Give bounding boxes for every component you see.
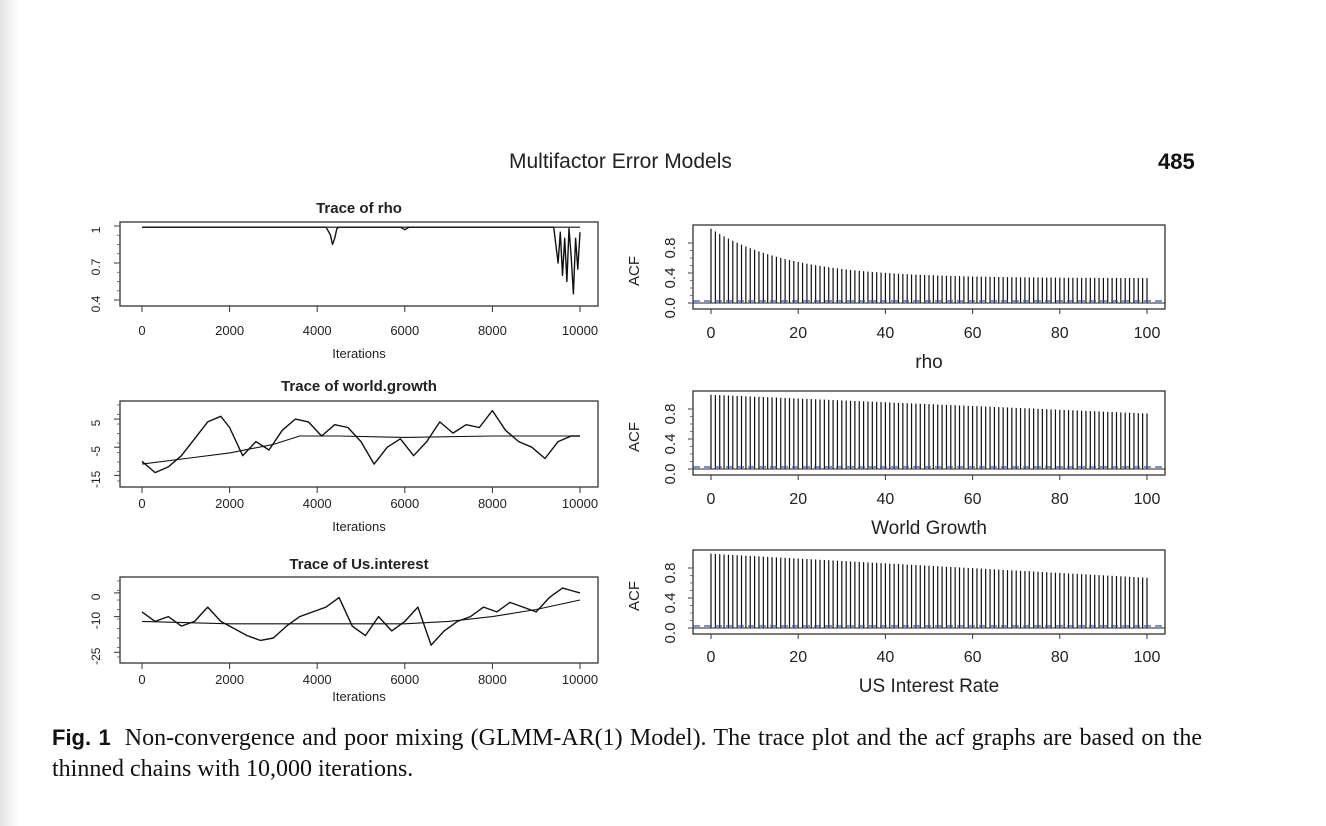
y-tick-label: 0.4 <box>662 434 679 455</box>
caption-text: Non-convergence and poor mixing (GLMM-AR… <box>52 725 1202 782</box>
x-axis-label: Iterations <box>332 689 386 704</box>
acf-plot-frame <box>692 224 1166 310</box>
x-tick-label: 40 <box>877 491 895 508</box>
trace-plot-frame <box>119 221 599 307</box>
y-tick-label: 0.4 <box>89 295 103 312</box>
x-tick-label: 20 <box>789 491 807 508</box>
x-tick-label: 2000 <box>215 496 244 511</box>
trace-plot-frame <box>119 400 599 488</box>
x-tick-label: 6000 <box>390 323 419 338</box>
y-tick-label: 0.0 <box>662 298 679 319</box>
x-tick-label: 20 <box>789 649 807 666</box>
y-tick-label: 0.0 <box>662 464 679 485</box>
trace-plot-title: Trace of rho <box>316 200 402 217</box>
x-tick-label: 60 <box>964 649 982 666</box>
x-tick-label: 0 <box>707 649 716 666</box>
y-tick-label: 0.8 <box>662 563 679 584</box>
x-tick-label: 4000 <box>303 496 332 511</box>
x-tick-label: 4000 <box>303 323 332 338</box>
y-tick-label: -15 <box>89 470 103 488</box>
x-tick-label: 0 <box>138 496 145 511</box>
x-tick-label: 2000 <box>215 672 244 687</box>
x-tick-label: 0 <box>707 325 716 342</box>
trace-plot-title: Trace of Us.interest <box>289 556 428 573</box>
y-tick-label: 0.7 <box>89 258 103 275</box>
y-tick-label: 0.0 <box>662 623 679 644</box>
acf-plot-frame <box>692 390 1166 476</box>
y-tick-label: -10 <box>89 612 103 630</box>
acf-bars <box>710 553 1148 628</box>
x-tick-label: 6000 <box>390 672 419 687</box>
y-tick-label: 0.8 <box>662 238 679 259</box>
x-axis-label: World Growth <box>871 518 987 539</box>
page-edge-shadow <box>0 0 18 826</box>
acf-bars <box>710 228 1148 303</box>
figure-label: Fig. 1 <box>52 725 111 750</box>
x-axis-label: US Interest Rate <box>859 676 999 697</box>
x-tick-label: 10000 <box>562 496 598 511</box>
x-tick-label: 80 <box>1051 325 1069 342</box>
smooth-line <box>141 599 581 625</box>
x-tick-label: 40 <box>877 325 895 342</box>
x-tick-label: 80 <box>1051 649 1069 666</box>
x-tick-label: 8000 <box>478 672 507 687</box>
y-tick-label: 0.8 <box>662 404 679 425</box>
y-tick-label: 0.4 <box>662 593 679 614</box>
x-tick-label: 10000 <box>562 323 598 338</box>
x-tick-label: 8000 <box>478 323 507 338</box>
x-tick-label: 20 <box>789 325 807 342</box>
y-tick-label: -5 <box>89 446 103 457</box>
y-axis-label: ACF <box>626 581 643 611</box>
x-tick-label: 2000 <box>215 323 244 338</box>
running-head: Multifactor Error Models <box>509 150 732 173</box>
x-axis-label: Iterations <box>332 346 386 361</box>
y-tick-label: 1 <box>89 226 103 233</box>
trace-line <box>142 226 581 295</box>
x-tick-label: 4000 <box>303 672 332 687</box>
x-tick-label: 6000 <box>390 496 419 511</box>
page-number: 485 <box>1158 149 1195 174</box>
x-tick-label: 10000 <box>562 672 598 687</box>
x-tick-label: 60 <box>964 491 982 508</box>
x-tick-label: 100 <box>1134 649 1161 666</box>
x-tick-label: 8000 <box>478 496 507 511</box>
y-tick-label: 0 <box>89 593 103 600</box>
acf-bars <box>710 394 1148 469</box>
y-tick-label: 5 <box>89 419 103 426</box>
y-axis-label: ACF <box>626 422 643 452</box>
x-tick-label: 40 <box>877 649 895 666</box>
y-axis-label: ACF <box>626 256 643 286</box>
y-tick-label: -25 <box>89 647 103 665</box>
acf-plot-frame <box>692 549 1166 635</box>
trace-plot-title: Trace of world.growth <box>281 378 437 395</box>
x-tick-label: 80 <box>1051 491 1069 508</box>
x-tick-label: 100 <box>1134 491 1161 508</box>
trace-line <box>141 409 580 474</box>
x-tick-label: 60 <box>964 325 982 342</box>
x-axis-label: Iterations <box>332 519 386 534</box>
x-tick-label: 0 <box>138 323 145 338</box>
y-tick-label: 0.4 <box>662 268 679 289</box>
x-tick-label: 0 <box>707 491 716 508</box>
smooth-line <box>141 435 580 465</box>
x-axis-label: rho <box>915 352 942 373</box>
figure-caption: Fig. 1 Non-convergence and poor mixing (G… <box>52 722 1202 785</box>
x-tick-label: 0 <box>138 672 145 687</box>
trace-line <box>141 587 581 646</box>
x-tick-label: 100 <box>1134 325 1161 342</box>
trace-plot-frame <box>119 576 599 664</box>
